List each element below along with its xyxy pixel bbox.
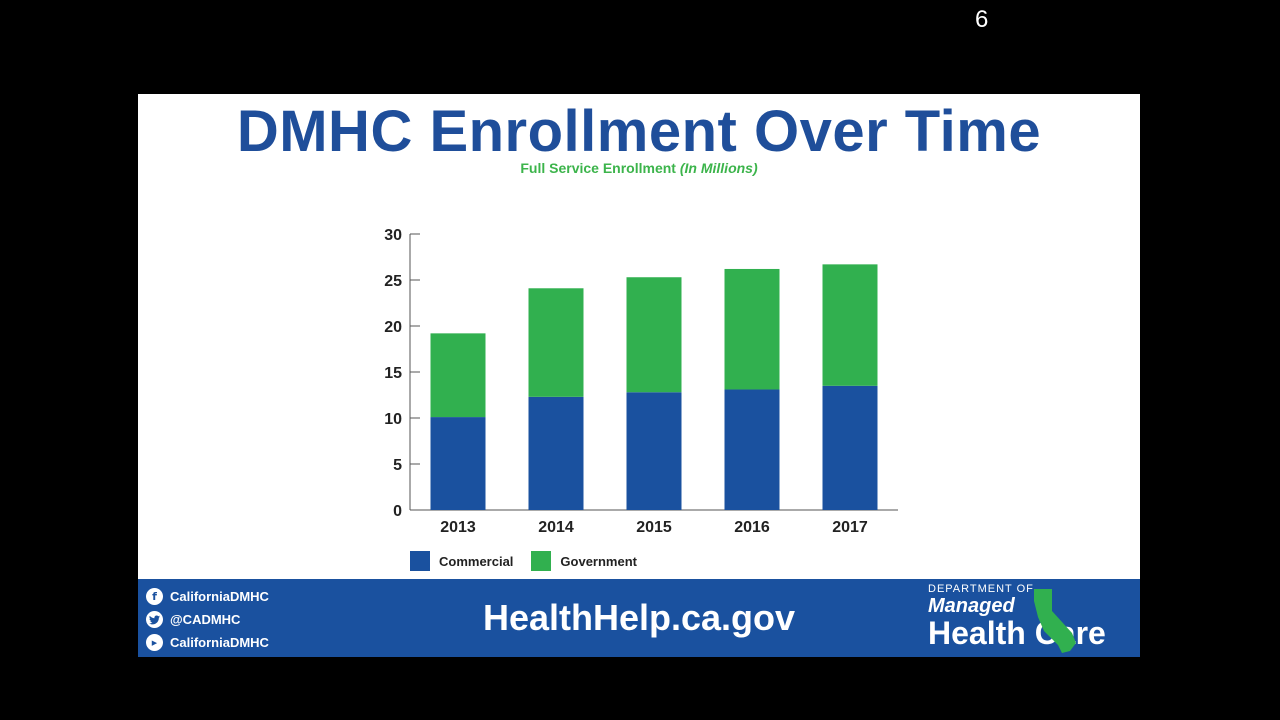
slide-title: DMHC Enrollment Over Time: [236, 99, 1042, 164]
bar-government-2015: [626, 277, 682, 393]
legend-item-government: Government: [531, 551, 637, 571]
bar-government-2014: [528, 288, 584, 397]
y-tick-label: 30: [384, 227, 402, 244]
youtube-icon: ▶: [146, 634, 163, 651]
bar-commercial-2016: [724, 389, 780, 510]
legend-swatch-commercial: [410, 551, 430, 571]
y-tick-label: 5: [393, 457, 402, 474]
facebook-icon: f: [146, 588, 163, 605]
dmhc-logo: DEPARTMENT OF Managed Health Care: [928, 581, 1138, 655]
legend-label-commercial: Commercial: [439, 553, 514, 569]
x-tick-label: 2013: [440, 519, 476, 536]
youtube-link[interactable]: ▶ CaliforniaDMHC: [146, 631, 269, 654]
logo-managed: Managed: [928, 595, 1015, 617]
subtitle-main: Full Service Enrollment: [520, 160, 676, 176]
bar-commercial-2017: [822, 385, 878, 510]
y-tick-label: 10: [384, 411, 402, 428]
bar-commercial-2014: [528, 396, 584, 510]
twitter-handle: @CADMHC: [170, 612, 241, 627]
x-tick-label: 2015: [636, 519, 672, 536]
legend-item-commercial: Commercial: [410, 551, 513, 571]
bar-government-2016: [724, 268, 780, 390]
slide: DMHC Enrollment Over Time Full Service E…: [138, 94, 1140, 657]
y-tick-label: 25: [384, 273, 402, 290]
logo-department: DEPARTMENT OF: [928, 583, 1034, 595]
footer-bar: f CaliforniaDMHC @CADMHC ▶ CaliforniaDMH…: [138, 579, 1140, 657]
facebook-handle: CaliforniaDMHC: [170, 589, 269, 604]
facebook-link[interactable]: f CaliforniaDMHC: [146, 585, 269, 608]
website-link[interactable]: HealthHelp.ca.gov: [482, 597, 796, 638]
twitter-link[interactable]: @CADMHC: [146, 608, 269, 631]
x-tick-label: 2016: [734, 519, 770, 536]
bar-government-2013: [430, 333, 486, 418]
y-tick-label: 15: [384, 365, 402, 382]
page-number: 6: [975, 6, 989, 33]
stacked-bar-chart: 0 5 10 15 20 25 30 2013 2014 2015 2016 2017: [384, 227, 898, 536]
bar-commercial-2013: [430, 417, 486, 510]
chart-subtitle: Full Service Enrollment (In Millions): [138, 160, 1140, 176]
bar-government-2017: [822, 264, 878, 386]
y-tick-label: 20: [384, 319, 402, 336]
youtube-handle: CaliforniaDMHC: [170, 635, 269, 650]
legend-swatch-government: [531, 551, 552, 571]
legend-label-government: Government: [560, 553, 637, 569]
x-tick-label: 2017: [832, 519, 868, 536]
chart-legend: Commercial Government: [410, 551, 655, 571]
logo-health-care: Health Care: [928, 615, 1106, 651]
twitter-icon: [146, 611, 163, 628]
bar-commercial-2015: [626, 392, 682, 510]
x-tick-label: 2014: [538, 519, 574, 536]
social-links: f CaliforniaDMHC @CADMHC ▶ CaliforniaDMH…: [146, 585, 269, 654]
y-tick-label: 0: [393, 503, 402, 520]
subtitle-italic: (In Millions): [679, 160, 758, 176]
california-icon: [1034, 589, 1076, 653]
